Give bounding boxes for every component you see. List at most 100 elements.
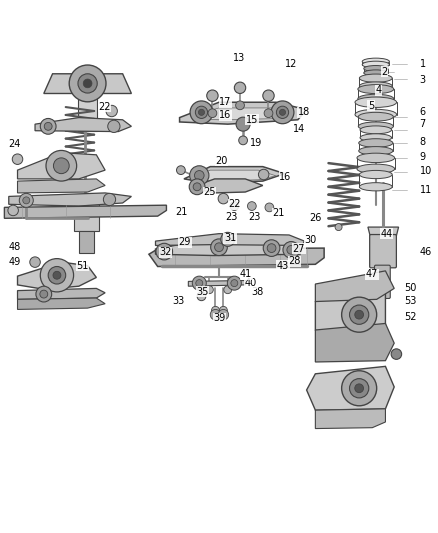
Circle shape xyxy=(177,166,185,174)
Circle shape xyxy=(335,223,342,231)
Ellipse shape xyxy=(359,74,392,82)
Polygon shape xyxy=(4,205,166,219)
Polygon shape xyxy=(18,152,105,179)
Text: 21: 21 xyxy=(176,207,188,217)
Circle shape xyxy=(283,241,300,258)
Polygon shape xyxy=(18,288,105,300)
Text: 43: 43 xyxy=(277,261,289,271)
Circle shape xyxy=(194,171,204,180)
Circle shape xyxy=(236,101,244,110)
Text: 5: 5 xyxy=(368,101,374,111)
Ellipse shape xyxy=(355,97,396,108)
Text: 44: 44 xyxy=(380,229,392,239)
Text: 23: 23 xyxy=(225,213,237,222)
Polygon shape xyxy=(184,167,285,183)
Text: 15: 15 xyxy=(246,115,258,125)
Polygon shape xyxy=(44,74,131,93)
Circle shape xyxy=(46,150,77,181)
Polygon shape xyxy=(307,366,394,410)
Polygon shape xyxy=(315,280,385,348)
Circle shape xyxy=(227,276,241,290)
Circle shape xyxy=(19,193,33,207)
Polygon shape xyxy=(18,298,105,310)
Polygon shape xyxy=(18,262,96,289)
Text: 49: 49 xyxy=(9,257,21,267)
Text: 50: 50 xyxy=(404,282,416,293)
Circle shape xyxy=(48,266,66,284)
Circle shape xyxy=(279,109,286,115)
Circle shape xyxy=(23,197,30,204)
Circle shape xyxy=(103,193,116,206)
Circle shape xyxy=(231,280,238,287)
Circle shape xyxy=(247,201,256,211)
Circle shape xyxy=(224,236,231,243)
Ellipse shape xyxy=(360,126,392,134)
Text: 19: 19 xyxy=(250,138,262,148)
Circle shape xyxy=(224,286,232,294)
Text: 7: 7 xyxy=(420,119,426,129)
Circle shape xyxy=(12,154,23,165)
Polygon shape xyxy=(315,271,394,302)
Text: 2: 2 xyxy=(381,67,387,77)
Circle shape xyxy=(271,101,294,124)
Circle shape xyxy=(212,306,219,314)
Text: 13: 13 xyxy=(233,53,245,63)
Circle shape xyxy=(342,297,377,332)
Circle shape xyxy=(219,306,227,314)
Circle shape xyxy=(195,106,208,118)
Text: 30: 30 xyxy=(304,235,317,245)
Text: 22: 22 xyxy=(228,199,240,209)
Text: 26: 26 xyxy=(309,213,321,223)
Ellipse shape xyxy=(359,183,392,191)
Circle shape xyxy=(230,201,239,211)
Circle shape xyxy=(287,246,296,254)
Circle shape xyxy=(30,257,40,268)
Text: 23: 23 xyxy=(249,213,261,222)
Ellipse shape xyxy=(358,94,394,103)
Circle shape xyxy=(40,118,56,134)
Circle shape xyxy=(156,243,173,260)
Polygon shape xyxy=(149,248,324,266)
Text: 38: 38 xyxy=(251,287,264,297)
Text: 41: 41 xyxy=(240,269,252,279)
Circle shape xyxy=(215,243,223,252)
Circle shape xyxy=(197,292,206,301)
Circle shape xyxy=(196,280,203,287)
Circle shape xyxy=(53,158,69,174)
Ellipse shape xyxy=(364,66,388,71)
Polygon shape xyxy=(9,193,131,206)
Circle shape xyxy=(350,378,369,398)
Text: 3: 3 xyxy=(420,75,426,85)
Circle shape xyxy=(83,79,92,88)
Text: 27: 27 xyxy=(293,244,305,254)
Circle shape xyxy=(265,203,274,212)
Text: 12: 12 xyxy=(285,59,297,69)
Text: 9: 9 xyxy=(420,152,426,162)
Text: 11: 11 xyxy=(420,185,432,195)
Circle shape xyxy=(234,82,246,93)
Circle shape xyxy=(190,166,209,185)
Circle shape xyxy=(210,310,221,320)
Ellipse shape xyxy=(358,112,393,121)
FancyBboxPatch shape xyxy=(370,235,396,268)
Circle shape xyxy=(193,183,201,191)
Circle shape xyxy=(8,205,18,216)
Circle shape xyxy=(207,90,218,101)
FancyBboxPatch shape xyxy=(374,265,390,298)
Circle shape xyxy=(106,106,117,117)
Circle shape xyxy=(211,239,227,255)
Ellipse shape xyxy=(355,109,396,120)
Ellipse shape xyxy=(358,85,394,94)
Circle shape xyxy=(205,286,213,294)
Circle shape xyxy=(78,74,97,93)
Polygon shape xyxy=(315,409,385,429)
Circle shape xyxy=(218,193,229,204)
Circle shape xyxy=(350,305,369,324)
Circle shape xyxy=(264,109,273,118)
Ellipse shape xyxy=(364,70,388,76)
Text: 46: 46 xyxy=(420,247,432,257)
Text: 20: 20 xyxy=(215,156,227,166)
Text: 14: 14 xyxy=(293,124,305,134)
Circle shape xyxy=(208,109,217,118)
Circle shape xyxy=(342,371,377,406)
